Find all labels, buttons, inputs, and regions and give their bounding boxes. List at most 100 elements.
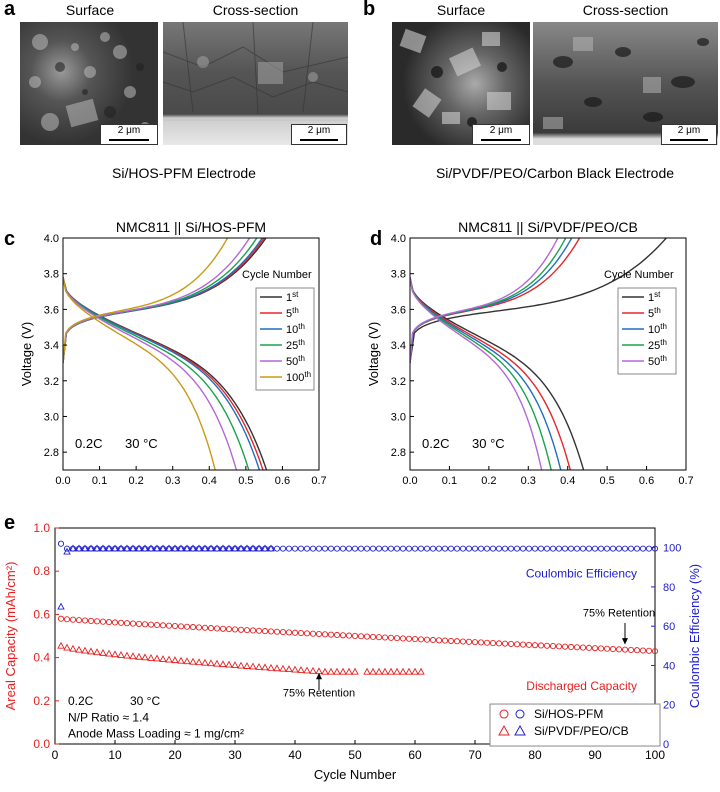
- y-tick-label: 3.0: [391, 411, 406, 423]
- capacity-point-pvdf: [375, 667, 383, 675]
- capacity-point-hos: [225, 626, 233, 633]
- ce-point-pvdf: [243, 544, 251, 552]
- capacity-point-hos: [387, 634, 395, 641]
- ce-point-pvdf: [123, 544, 131, 552]
- y-axis-label: Voltage (V): [366, 322, 381, 386]
- ce-point-hos: [381, 545, 389, 552]
- ce-point-hos: [591, 545, 599, 552]
- ce-point-pvdf: [129, 544, 137, 552]
- capacity-point-hos: [291, 629, 299, 636]
- capacity-point-hos: [423, 636, 431, 643]
- y-tick-label: 3.4: [391, 340, 406, 352]
- capacity-point-pvdf: [381, 667, 389, 675]
- capacity-point-hos: [297, 630, 305, 637]
- y-axis-label: Voltage (V): [19, 322, 34, 386]
- capacity-point-pvdf: [213, 659, 221, 667]
- legend-box: [255, 287, 315, 391]
- legend-label: Si/HOS-PFM: [534, 707, 603, 721]
- ce-point-hos: [603, 545, 611, 552]
- capacity-point-pvdf: [165, 655, 173, 663]
- capacity-point-hos: [201, 624, 209, 631]
- capacity-point-pvdf: [285, 665, 293, 673]
- capacity-point-hos: [303, 630, 311, 637]
- capacity-point-pvdf: [399, 667, 407, 675]
- discharge-curve-25: [410, 277, 552, 470]
- plot-frame: [409, 237, 687, 471]
- capacity-point-hos: [585, 644, 593, 651]
- cross-texture-a: [163, 22, 348, 121]
- x-tick-label: 0.3: [521, 475, 536, 487]
- capacity-point-hos: [573, 644, 581, 651]
- surface-texture-a: [29, 32, 150, 132]
- surface-texture-b: [399, 28, 511, 127]
- capacity-point-hos: [471, 639, 479, 646]
- ce-point-pvdf: [63, 547, 71, 555]
- retention-arrowhead-hos: [622, 638, 628, 645]
- charge-curve-10: [63, 238, 263, 363]
- x-tick-label: 60: [408, 748, 422, 762]
- capacity-point-hos: [537, 642, 545, 649]
- y2-tick-label: 20: [663, 700, 675, 712]
- capacity-point-hos: [273, 628, 281, 635]
- caption-a: Si/HOS-PFM Electrode: [112, 165, 256, 181]
- y-tick-label: 0.8: [33, 564, 50, 578]
- capacity-point-hos: [135, 620, 143, 627]
- ce-point-hos: [633, 545, 641, 552]
- ce-point-hos: [627, 545, 635, 552]
- y-tick-label: 0.0: [33, 737, 50, 751]
- ce-point-pvdf: [177, 544, 185, 552]
- y2-tick-label: 0: [663, 739, 669, 751]
- ce-point-hos: [597, 545, 605, 552]
- capacity-point-hos: [489, 639, 497, 647]
- capacity-point-pvdf: [309, 666, 317, 674]
- ce-point-hos: [411, 545, 419, 552]
- ce-point-hos: [567, 545, 575, 552]
- capacity-point-hos: [171, 623, 179, 630]
- scalebar-cross-b: 2 μm: [661, 124, 717, 145]
- ce-point-hos: [585, 545, 593, 552]
- surface-label-a: Surface: [65, 2, 115, 18]
- ce-point-pvdf: [189, 544, 197, 552]
- discharge-curve-50: [63, 277, 238, 470]
- x-tick-label: 20: [168, 748, 182, 762]
- x-tick-label: 0.5: [238, 475, 253, 487]
- panel-label-e: e: [4, 512, 16, 534]
- ce-point-hos: [279, 545, 287, 552]
- x-tick-label: 70: [468, 748, 482, 762]
- surface-sem-image-a: 2 μm: [20, 22, 158, 145]
- capacity-point-pvdf: [231, 661, 239, 669]
- capacity-point-hos: [267, 628, 275, 635]
- ce-point-hos: [369, 545, 377, 552]
- capacity-point-hos: [339, 632, 347, 639]
- capacity-point-hos: [165, 622, 173, 629]
- x-tick-label: 0.0: [55, 475, 70, 487]
- y-tick-label: 1.0: [33, 521, 50, 535]
- rate-annotation: 0.2C: [68, 694, 94, 708]
- x-tick-label: 50: [348, 748, 362, 762]
- y-tick-label: 0.4: [33, 651, 50, 665]
- capacity-point-hos: [441, 637, 449, 644]
- x-tick-label: 0.0: [402, 475, 417, 487]
- temp-annotation: 30 °C: [472, 436, 505, 451]
- capacity-point-pvdf: [159, 655, 167, 662]
- capacity-point-hos: [375, 634, 383, 641]
- cross-section-label-a: Cross-section: [212, 2, 299, 18]
- capacity-point-hos: [123, 620, 131, 627]
- x-tick-label: 10: [108, 748, 122, 762]
- ce-point-pvdf: [141, 544, 149, 552]
- x-tick-label: 0.2: [128, 475, 143, 487]
- ce-point-hos: [393, 545, 401, 552]
- ce-point-pvdf: [111, 544, 119, 552]
- capacity-point-pvdf: [351, 667, 359, 675]
- capacity-point-pvdf: [105, 649, 113, 657]
- capacity-point-hos: [621, 646, 629, 653]
- capacity-point-hos: [531, 642, 539, 649]
- ce-point-hos: [519, 545, 527, 552]
- ce-point-pvdf: [231, 544, 239, 552]
- capacity-point-pvdf: [81, 646, 89, 654]
- ce-point-hos: [345, 545, 353, 552]
- x-tick-label: 0: [52, 748, 59, 762]
- ce-point-pvdf: [183, 544, 191, 552]
- capacity-point-hos: [627, 646, 635, 653]
- legend-title: Cycle Number: [604, 269, 674, 281]
